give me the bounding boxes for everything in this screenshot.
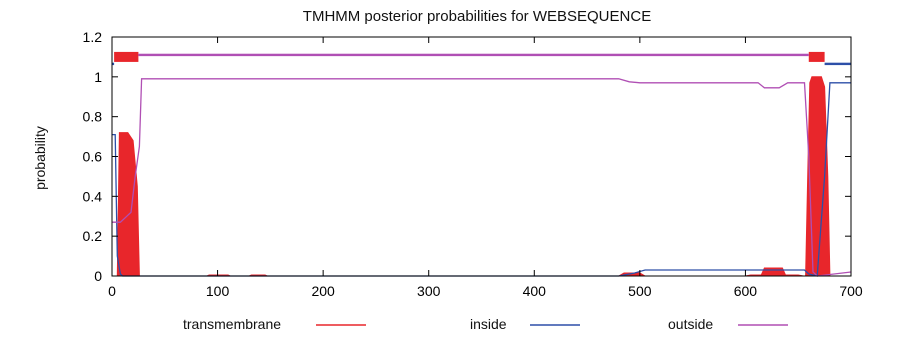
topology-bar-transmembrane	[114, 51, 139, 62]
y-tick-label: 0.6	[83, 149, 103, 165]
y-tick-label: 0.2	[83, 228, 103, 244]
x-tick-label: 100	[206, 283, 230, 299]
y-tick-label: 1.2	[83, 29, 103, 45]
series-outside	[112, 78, 852, 277]
y-tick-label: 1	[94, 69, 102, 85]
y-tick-label: 0.4	[83, 188, 103, 204]
topology-bar-transmembrane	[808, 51, 825, 62]
legend-label-outside: outside	[668, 316, 713, 332]
y-tick-label: 0.8	[83, 109, 103, 125]
legend-label-transmembrane: transmembrane	[183, 316, 281, 332]
x-tick-label: 300	[417, 283, 441, 299]
topology-bars	[112, 51, 851, 66]
x-tick-label: 500	[628, 283, 652, 299]
series-transmembrane	[112, 76, 851, 277]
x-tick-label: 600	[734, 283, 758, 299]
x-tick-label: 200	[311, 283, 335, 299]
x-tick-label: 0	[108, 283, 116, 299]
y-axis: 0 0.2 0.4 0.6 0.8 1 1.2	[83, 29, 851, 284]
x-tick-label: 400	[523, 283, 547, 299]
topology-bar-outside	[138, 53, 809, 57]
y-axis-label: probability	[32, 126, 48, 190]
legend-label-inside: inside	[470, 316, 507, 332]
topology-bar-inside	[824, 62, 851, 66]
x-tick-label: 700	[839, 283, 863, 299]
legend: transmembrane inside outside	[183, 316, 788, 332]
plot-area-frame	[111, 36, 852, 277]
x-axis: 0 100 200 300 400 500 600 700	[108, 37, 863, 299]
y-tick-label: 0	[94, 268, 102, 284]
topology-bar-inside	[112, 62, 115, 66]
series-inside	[112, 82, 851, 277]
chart-title: TMHMM posterior probabilities for WEBSEQ…	[303, 8, 651, 25]
series-layer	[112, 76, 852, 277]
